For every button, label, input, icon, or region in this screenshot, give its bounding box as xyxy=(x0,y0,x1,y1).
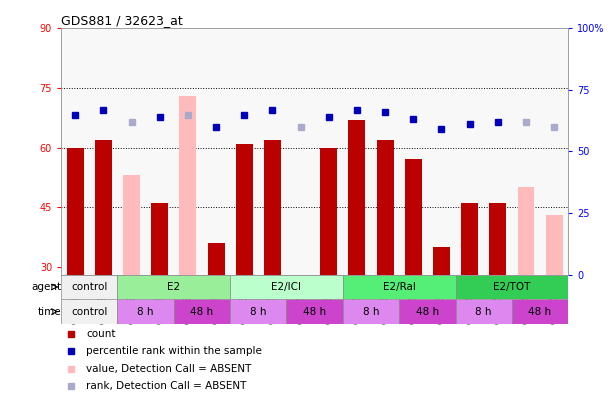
Bar xyxy=(399,299,456,324)
Bar xyxy=(117,299,174,324)
Text: E2: E2 xyxy=(167,282,180,292)
Bar xyxy=(236,143,253,275)
Bar xyxy=(174,299,230,324)
Bar xyxy=(264,140,281,275)
Bar xyxy=(456,299,512,324)
Bar xyxy=(117,275,230,299)
Text: E2/ICI: E2/ICI xyxy=(271,282,301,292)
Bar xyxy=(230,299,287,324)
Bar xyxy=(123,175,140,275)
Text: percentile rank within the sample: percentile rank within the sample xyxy=(87,346,262,356)
Bar xyxy=(546,215,563,275)
Bar xyxy=(208,243,224,275)
Bar xyxy=(230,275,343,299)
Bar xyxy=(433,247,450,275)
Text: time: time xyxy=(37,307,61,317)
Bar xyxy=(61,299,117,324)
Bar xyxy=(343,275,456,299)
Text: 48 h: 48 h xyxy=(416,307,439,317)
Bar xyxy=(152,203,168,275)
Text: 48 h: 48 h xyxy=(529,307,552,317)
Bar xyxy=(180,96,196,275)
Text: E2/TOT: E2/TOT xyxy=(493,282,530,292)
Text: control: control xyxy=(71,307,108,317)
Bar xyxy=(518,187,535,275)
Bar xyxy=(343,299,399,324)
Bar xyxy=(405,160,422,275)
Text: 8 h: 8 h xyxy=(363,307,379,317)
Text: control: control xyxy=(71,282,108,292)
Bar xyxy=(61,275,117,299)
Bar xyxy=(376,140,393,275)
Text: 8 h: 8 h xyxy=(250,307,266,317)
Bar xyxy=(512,299,568,324)
Text: 8 h: 8 h xyxy=(475,307,492,317)
Text: rank, Detection Call = ABSENT: rank, Detection Call = ABSENT xyxy=(87,381,247,391)
Bar xyxy=(67,147,84,275)
Bar xyxy=(320,147,337,275)
Bar xyxy=(456,275,568,299)
Text: count: count xyxy=(87,329,116,339)
Text: agent: agent xyxy=(31,282,61,292)
Text: value, Detection Call = ABSENT: value, Detection Call = ABSENT xyxy=(87,364,252,374)
Bar xyxy=(95,140,112,275)
Text: GDS881 / 32623_at: GDS881 / 32623_at xyxy=(61,14,183,27)
Text: E2/Ral: E2/Ral xyxy=(382,282,415,292)
Text: 8 h: 8 h xyxy=(137,307,154,317)
Text: 48 h: 48 h xyxy=(191,307,213,317)
Bar xyxy=(348,120,365,275)
Bar xyxy=(489,203,507,275)
Bar xyxy=(287,299,343,324)
Text: 48 h: 48 h xyxy=(303,307,326,317)
Bar xyxy=(461,203,478,275)
